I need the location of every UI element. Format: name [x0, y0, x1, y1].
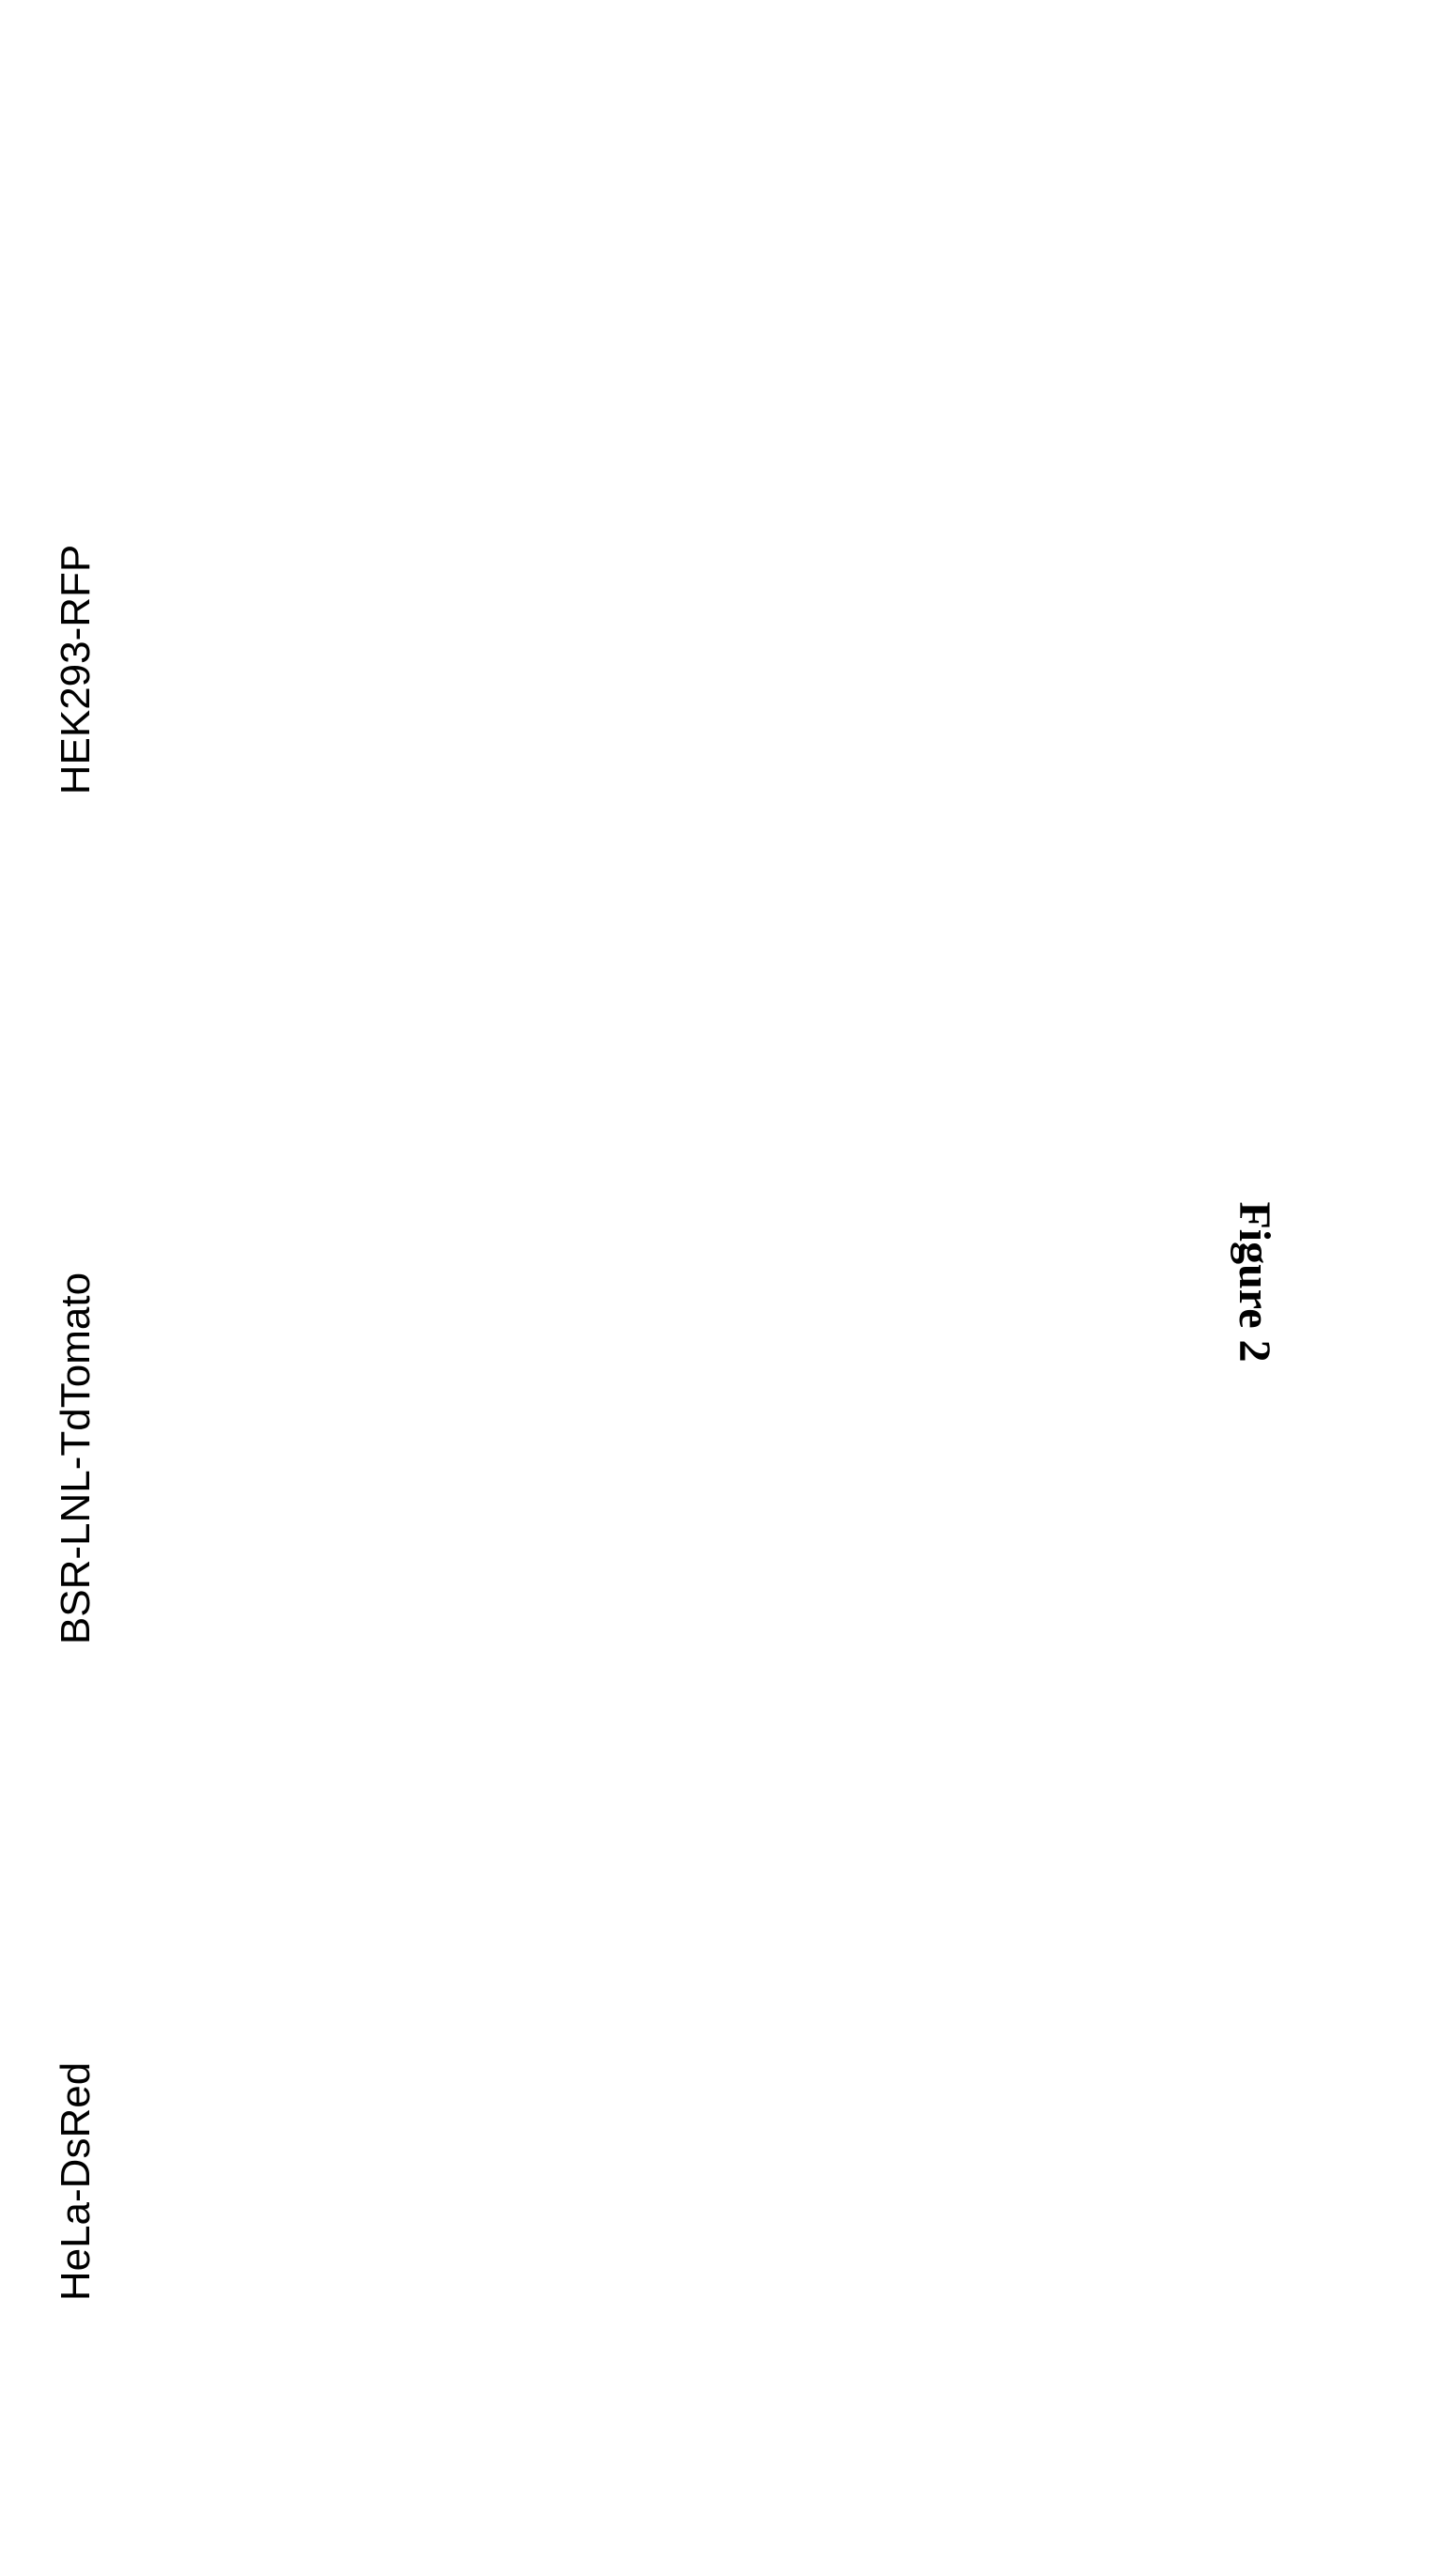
- chart-title: HeLa-DsRed: [53, 2062, 99, 2301]
- chart-title: BSR-LNL-TdTomato: [53, 1273, 99, 1644]
- rotated-figure-content: HeLa-DsRed0204060801000.11101001000Conce…: [53, 545, 99, 2301]
- panel-hek293-rfp: HEK293-RFP0204060801000.010.11101001000C…: [53, 545, 99, 795]
- chart-title: HEK293-RFP: [53, 545, 99, 795]
- panel-bsr-lnl-tdtomato: BSR-LNL-TdTomato0204060801000.1110100100…: [53, 1273, 99, 1644]
- figure-caption: Figure 2: [1230, 1201, 1279, 1362]
- panel-hela-dsred: HeLa-DsRed0204060801000.11101001000Conce…: [53, 2062, 99, 2301]
